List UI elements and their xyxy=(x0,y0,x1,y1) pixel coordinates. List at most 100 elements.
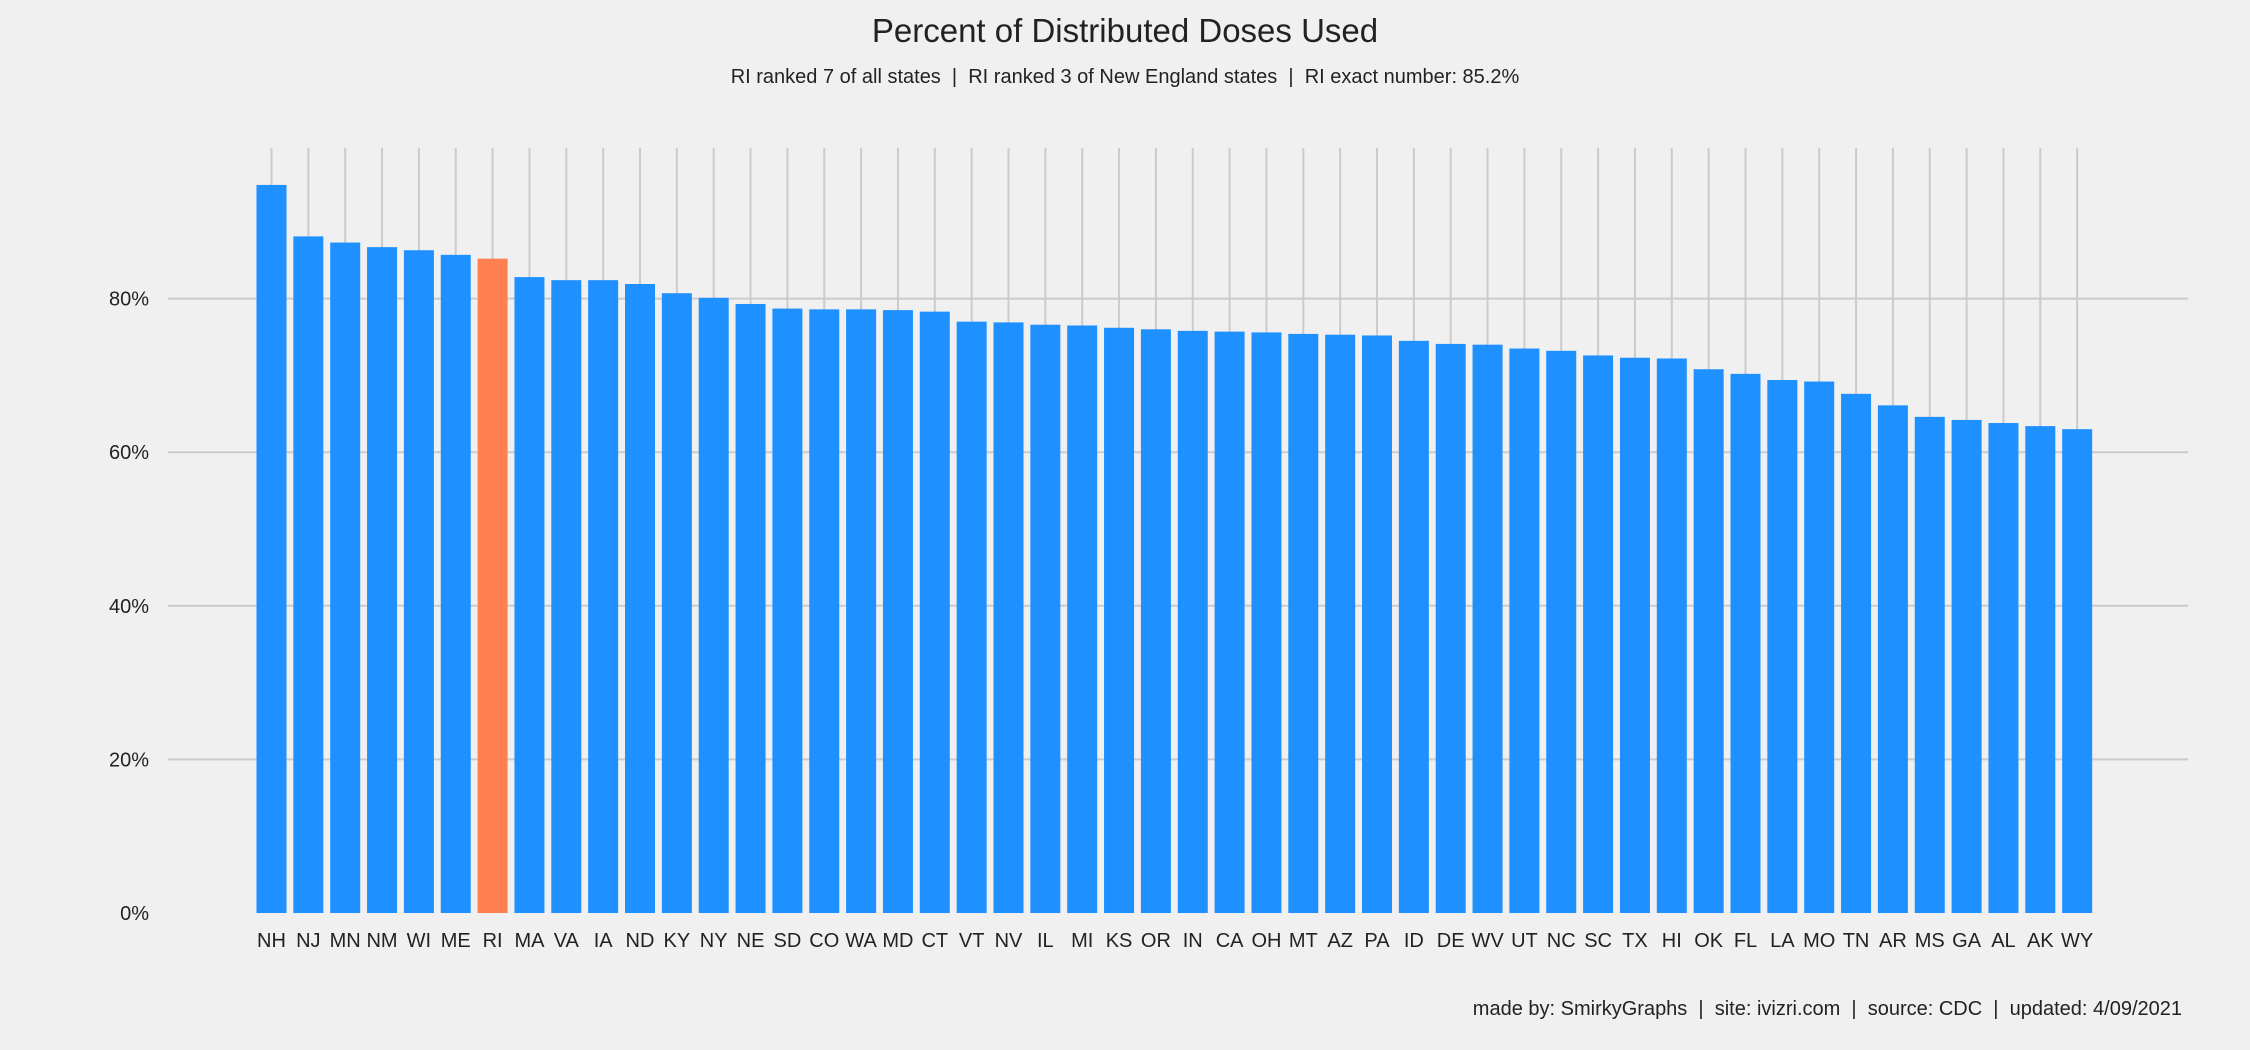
x-tick-label: MN xyxy=(330,930,361,952)
bar-ok xyxy=(1693,369,1724,914)
bar-ri xyxy=(477,258,508,913)
bar-mn xyxy=(330,242,361,913)
bar-ca xyxy=(1214,331,1245,913)
bar-il xyxy=(1030,324,1061,913)
x-tick-label: VT xyxy=(959,930,985,952)
bar-me xyxy=(440,254,471,914)
x-tick-label: LA xyxy=(1770,930,1795,952)
bar-co xyxy=(809,309,840,913)
bar-mi xyxy=(1067,325,1098,914)
bar-nv xyxy=(993,322,1024,914)
bar-or xyxy=(1140,329,1171,913)
bar-nj xyxy=(293,236,324,914)
bar-nd xyxy=(625,284,655,913)
bar-mo xyxy=(1804,381,1835,913)
bar-nh xyxy=(256,184,287,913)
x-tick-label: NJ xyxy=(296,930,320,952)
x-tick-label: FL xyxy=(1734,930,1757,952)
x-tick-label: KS xyxy=(1106,930,1133,952)
x-tick-label: ND xyxy=(626,930,655,952)
bar-sd xyxy=(772,308,803,914)
x-tick-label: NY xyxy=(700,930,728,952)
bar-de xyxy=(1435,343,1466,913)
x-tick-label: RI xyxy=(483,930,503,952)
x-tick-label: KY xyxy=(664,930,691,952)
chart-footer: made by: SmirkyGraphs | site: ivizri.com… xyxy=(1472,998,2182,1020)
x-tick-label: AR xyxy=(1879,930,1907,952)
bar-ct xyxy=(919,311,950,913)
bar-pa xyxy=(1362,335,1392,913)
x-tick-label: PA xyxy=(1364,930,1390,952)
bar-ny xyxy=(698,297,729,913)
x-tick-label: AK xyxy=(2027,930,2054,952)
bar-tn xyxy=(1841,393,1872,913)
y-tick-label: 60% xyxy=(109,442,149,464)
x-tick-label: OK xyxy=(1694,930,1724,952)
bar-ne xyxy=(735,303,766,913)
x-tick-label: NV xyxy=(995,930,1023,952)
x-tick-label: TN xyxy=(1843,930,1870,952)
x-tick-label: HI xyxy=(1662,930,1682,952)
bar-sc xyxy=(1583,355,1614,913)
x-tick-label: MI xyxy=(1071,930,1093,952)
bar-oh xyxy=(1251,332,1282,914)
bar-ms xyxy=(1914,416,1945,913)
bar-ut xyxy=(1509,348,1540,913)
bar-wa xyxy=(846,309,877,913)
x-tick-label: WI xyxy=(407,930,431,952)
bar-wi xyxy=(403,250,434,913)
x-tick-label: GA xyxy=(1952,930,1982,952)
bar-ak xyxy=(2025,426,2056,913)
bar-nc xyxy=(1546,350,1577,914)
y-tick-label: 80% xyxy=(109,289,149,311)
x-tick-label: CT xyxy=(921,930,948,952)
bar-tx xyxy=(1619,357,1650,914)
chart-subtitle: RI ranked 7 of all states | RI ranked 3 … xyxy=(730,66,1520,88)
bar-la xyxy=(1767,380,1798,913)
y-tick-label: 40% xyxy=(109,596,149,618)
x-tick-label: NE xyxy=(737,930,765,952)
x-tick-label: WV xyxy=(1471,930,1504,952)
x-tick-label: MD xyxy=(882,930,913,952)
x-tick-label: IN xyxy=(1183,930,1203,952)
bar-va xyxy=(551,280,582,914)
x-tick-label: VA xyxy=(554,930,580,952)
x-tick-label: ME xyxy=(441,930,471,952)
bar-fl xyxy=(1730,373,1761,913)
x-tick-label: NC xyxy=(1547,930,1576,952)
x-axis-ticks: NH NJ MN NM WI ME RI MA VA IA ND KY NY NE SD CO WA MD CT VT… xyxy=(257,930,2093,952)
x-tick-label: IA xyxy=(594,930,614,952)
x-tick-label: MT xyxy=(1289,930,1318,952)
y-axis-ticks: 0% 20% 40% 60% 80% xyxy=(109,289,149,925)
x-tick-label: TX xyxy=(1622,930,1648,952)
x-tick-label: OH xyxy=(1251,930,1281,952)
x-tick-label: ID xyxy=(1404,930,1424,952)
x-tick-label: CA xyxy=(1216,930,1244,952)
x-tick-label: WY xyxy=(2061,930,2093,952)
bar-ky xyxy=(661,293,692,913)
x-tick-label: AZ xyxy=(1327,930,1353,952)
x-tick-label: CO xyxy=(809,930,839,952)
bar-md xyxy=(882,310,913,913)
bar-mt xyxy=(1288,333,1319,914)
bar-al xyxy=(1988,423,2019,913)
x-tick-label: UT xyxy=(1511,930,1538,952)
bar-ks xyxy=(1104,327,1135,913)
bar-ar xyxy=(1877,405,1908,913)
x-tick-label: MS xyxy=(1915,930,1945,952)
x-tick-label: DE xyxy=(1437,930,1465,952)
x-tick-label: AL xyxy=(1991,930,2015,952)
bar-wy xyxy=(2062,429,2093,913)
x-tick-label: NM xyxy=(366,930,397,952)
x-tick-label: OR xyxy=(1141,930,1171,952)
bar-wv xyxy=(1472,344,1503,913)
bar-ia xyxy=(588,280,619,914)
bar-hi xyxy=(1656,358,1687,913)
x-tick-label: WA xyxy=(845,930,877,952)
bar-az xyxy=(1325,334,1356,913)
x-tick-label: SC xyxy=(1584,930,1612,952)
bar-id xyxy=(1398,340,1429,914)
bar-ma xyxy=(514,277,545,913)
x-tick-label: NH xyxy=(257,930,286,952)
